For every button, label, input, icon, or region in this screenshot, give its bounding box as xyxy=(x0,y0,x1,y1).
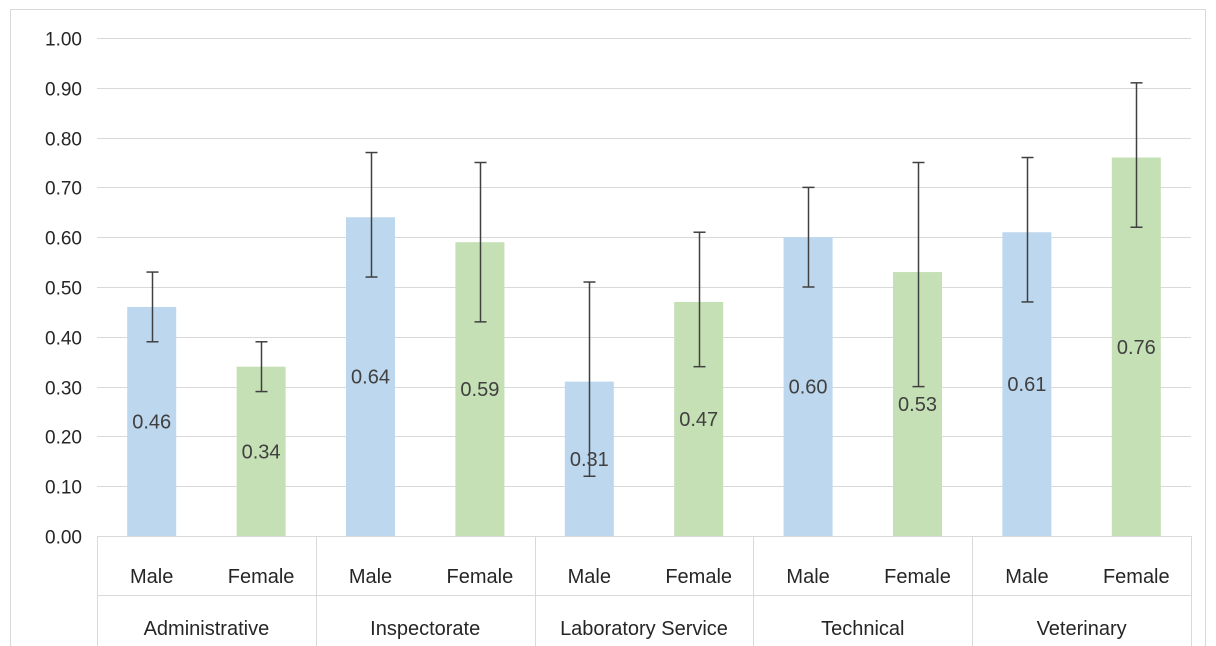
sub-category-label: Female xyxy=(665,566,732,588)
data-label: 0.59 xyxy=(460,379,499,401)
error-bars xyxy=(146,82,1143,477)
data-label: 0.64 xyxy=(351,367,390,389)
y-tick-label: 0.60 xyxy=(45,229,82,250)
group-label: Veterinary xyxy=(1037,618,1127,640)
bar-male xyxy=(346,217,395,536)
sub-category-label: Male xyxy=(786,566,829,588)
y-axis-tick-labels: 0.00 0.10 0.20 0.30 0.40 0.50 0.60 0.70 0.80 0.90… xyxy=(45,30,82,549)
data-label: 0.31 xyxy=(570,449,609,471)
y-tick-label: 0.10 xyxy=(45,478,82,499)
sub-category-label: Female xyxy=(1103,566,1170,588)
x-axis: Administrative Inspectorate Laboratory Ser… xyxy=(97,536,1192,646)
data-label: 0.47 xyxy=(679,409,718,431)
sub-category-label: Male xyxy=(349,566,392,588)
sub-category-label: Male xyxy=(130,566,173,588)
data-label: 0.46 xyxy=(132,411,171,433)
data-labels: 0.46 0.34 0.64 0.59 0.31 0.47 0.60 0.53 0.61 0.76 xyxy=(132,337,1156,471)
y-tick-label: 0.70 xyxy=(45,179,82,200)
sub-category-label: Female xyxy=(447,566,514,588)
data-label: 0.34 xyxy=(242,441,281,463)
sub-category-label: Male xyxy=(1005,566,1048,588)
sub-category-label: Female xyxy=(228,566,295,588)
y-tick-label: 0.50 xyxy=(45,279,82,300)
y-tick-label: 0.30 xyxy=(45,379,82,400)
bars xyxy=(127,157,1161,536)
bar-female xyxy=(893,272,942,536)
sub-category-label: Male xyxy=(568,566,611,588)
y-tick-label: 0.40 xyxy=(45,329,82,350)
group-label: Technical xyxy=(821,618,904,640)
group-label: Inspectorate xyxy=(370,618,480,640)
bar-female xyxy=(236,366,286,536)
data-label: 0.76 xyxy=(1117,337,1156,359)
data-label: 0.60 xyxy=(789,377,828,399)
y-tick-label: 0.20 xyxy=(45,428,82,449)
data-label: 0.61 xyxy=(1007,374,1046,396)
y-tick-label: 1.00 xyxy=(45,30,82,51)
group-label: Administrative xyxy=(144,618,270,640)
bar-male xyxy=(127,306,177,536)
data-label: 0.53 xyxy=(898,394,937,416)
y-tick-label: 0.00 xyxy=(45,528,82,549)
y-tick-label: 0.80 xyxy=(45,130,82,151)
sub-category-label: Female xyxy=(884,566,951,588)
y-tick-label: 0.90 xyxy=(45,80,82,101)
bar-female xyxy=(674,301,724,536)
group-label: Laboratory Service xyxy=(560,618,728,640)
